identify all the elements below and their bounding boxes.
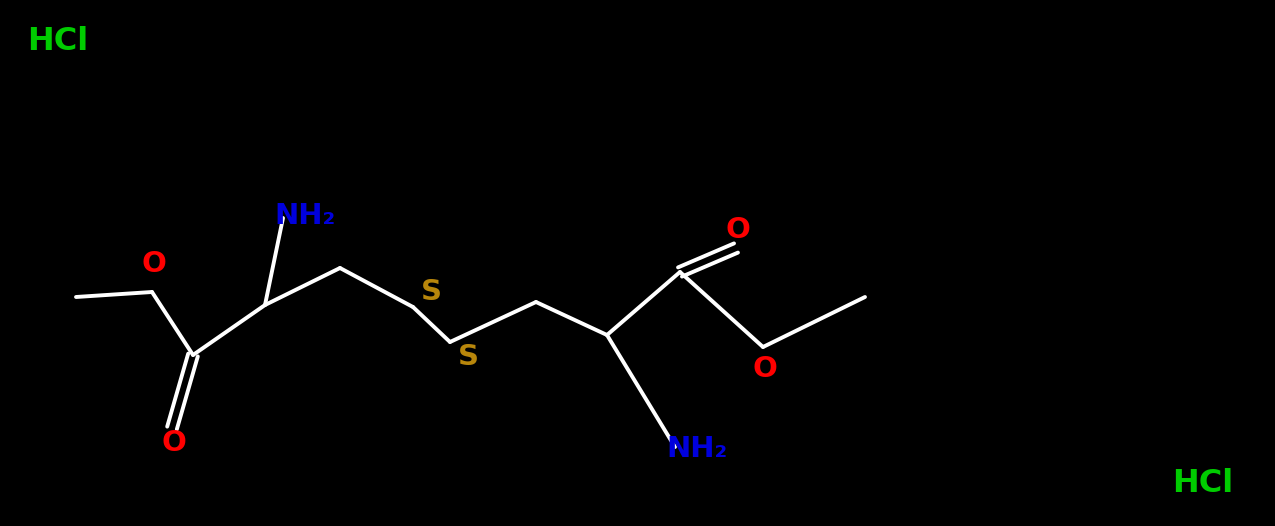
Text: O: O	[142, 250, 167, 278]
Text: O: O	[752, 355, 778, 383]
Text: O: O	[162, 429, 186, 457]
Text: S: S	[421, 278, 441, 306]
Text: S: S	[458, 343, 478, 371]
Text: NH₂: NH₂	[274, 202, 335, 230]
Text: HCl: HCl	[1173, 469, 1234, 500]
Text: O: O	[725, 216, 751, 244]
Text: HCl: HCl	[27, 26, 89, 57]
Text: NH₂: NH₂	[667, 435, 728, 463]
